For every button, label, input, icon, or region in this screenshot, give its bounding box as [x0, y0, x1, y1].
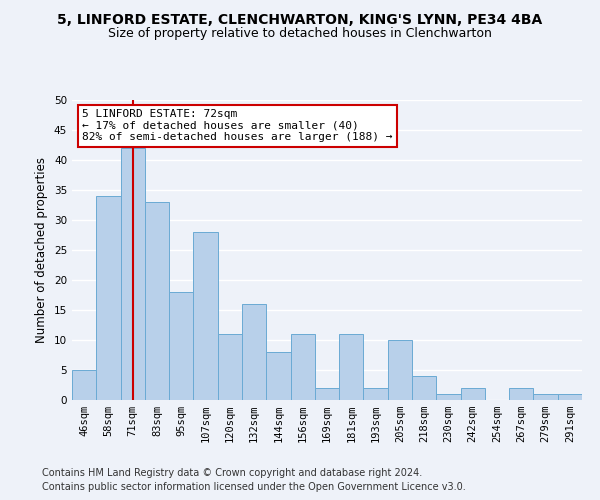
- Text: Size of property relative to detached houses in Clenchwarton: Size of property relative to detached ho…: [108, 28, 492, 40]
- Text: 5, LINFORD ESTATE, CLENCHWARTON, KING'S LYNN, PE34 4BA: 5, LINFORD ESTATE, CLENCHWARTON, KING'S …: [58, 12, 542, 26]
- Bar: [388, 340, 412, 400]
- Bar: [145, 202, 169, 400]
- Bar: [121, 148, 145, 400]
- Bar: [290, 334, 315, 400]
- Bar: [193, 232, 218, 400]
- Bar: [339, 334, 364, 400]
- Bar: [558, 394, 582, 400]
- Bar: [72, 370, 96, 400]
- Y-axis label: Number of detached properties: Number of detached properties: [35, 157, 49, 343]
- Bar: [169, 292, 193, 400]
- Text: Contains HM Land Registry data © Crown copyright and database right 2024.: Contains HM Land Registry data © Crown c…: [42, 468, 422, 477]
- Bar: [509, 388, 533, 400]
- Bar: [242, 304, 266, 400]
- Bar: [315, 388, 339, 400]
- Bar: [461, 388, 485, 400]
- Bar: [436, 394, 461, 400]
- Bar: [364, 388, 388, 400]
- Bar: [412, 376, 436, 400]
- Text: Contains public sector information licensed under the Open Government Licence v3: Contains public sector information licen…: [42, 482, 466, 492]
- Bar: [533, 394, 558, 400]
- Text: 5 LINFORD ESTATE: 72sqm
← 17% of detached houses are smaller (40)
82% of semi-de: 5 LINFORD ESTATE: 72sqm ← 17% of detache…: [82, 109, 392, 142]
- Bar: [96, 196, 121, 400]
- Bar: [266, 352, 290, 400]
- Bar: [218, 334, 242, 400]
